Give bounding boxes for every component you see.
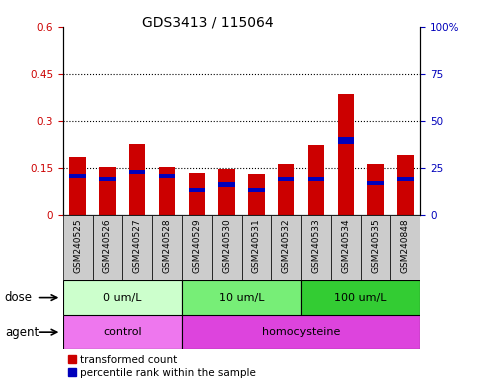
Bar xyxy=(308,146,324,215)
Text: GSM240528: GSM240528 xyxy=(163,218,171,273)
Text: homocysteine: homocysteine xyxy=(262,327,340,337)
FancyBboxPatch shape xyxy=(182,215,212,280)
Bar xyxy=(189,173,205,215)
Text: GSM240531: GSM240531 xyxy=(252,218,261,273)
FancyBboxPatch shape xyxy=(212,215,242,280)
Text: 0 um/L: 0 um/L xyxy=(103,293,142,303)
Text: GSM240527: GSM240527 xyxy=(133,218,142,273)
Text: agent: agent xyxy=(5,326,39,339)
Text: GSM240535: GSM240535 xyxy=(371,218,380,273)
Bar xyxy=(70,157,86,215)
Bar xyxy=(368,164,384,215)
Text: GSM240848: GSM240848 xyxy=(401,218,410,273)
FancyBboxPatch shape xyxy=(152,215,182,280)
Text: GSM240534: GSM240534 xyxy=(341,218,350,273)
Text: GSM240532: GSM240532 xyxy=(282,218,291,273)
Bar xyxy=(99,177,115,181)
Legend: transformed count, percentile rank within the sample: transformed count, percentile rank withi… xyxy=(68,355,256,378)
FancyBboxPatch shape xyxy=(182,280,301,315)
Bar xyxy=(218,182,235,187)
Bar xyxy=(159,167,175,215)
FancyBboxPatch shape xyxy=(63,215,93,280)
Bar xyxy=(278,164,294,215)
Bar xyxy=(397,177,413,181)
FancyBboxPatch shape xyxy=(361,215,390,280)
Bar xyxy=(338,94,354,215)
Bar xyxy=(189,188,205,192)
Text: control: control xyxy=(103,327,142,337)
Bar xyxy=(159,174,175,178)
Text: GSM240529: GSM240529 xyxy=(192,218,201,273)
FancyBboxPatch shape xyxy=(63,280,182,315)
Text: GSM240533: GSM240533 xyxy=(312,218,320,273)
Bar xyxy=(99,167,115,215)
FancyBboxPatch shape xyxy=(63,315,182,349)
Bar xyxy=(129,170,145,174)
Bar xyxy=(70,174,86,178)
FancyBboxPatch shape xyxy=(93,215,122,280)
Bar xyxy=(129,144,145,215)
Bar xyxy=(308,177,324,181)
Bar xyxy=(278,177,294,181)
Bar xyxy=(218,169,235,215)
Text: GSM240530: GSM240530 xyxy=(222,218,231,273)
Text: GSM240526: GSM240526 xyxy=(103,218,112,273)
Bar xyxy=(248,188,265,192)
FancyBboxPatch shape xyxy=(301,215,331,280)
FancyBboxPatch shape xyxy=(331,215,361,280)
FancyBboxPatch shape xyxy=(390,215,420,280)
FancyBboxPatch shape xyxy=(242,215,271,280)
Text: GSM240525: GSM240525 xyxy=(73,218,82,273)
Text: dose: dose xyxy=(5,291,33,304)
FancyBboxPatch shape xyxy=(271,215,301,280)
FancyBboxPatch shape xyxy=(122,215,152,280)
Bar xyxy=(397,155,413,215)
Text: 10 um/L: 10 um/L xyxy=(219,293,264,303)
Bar xyxy=(338,137,354,144)
Text: 100 um/L: 100 um/L xyxy=(334,293,387,303)
FancyBboxPatch shape xyxy=(301,280,420,315)
Bar xyxy=(248,174,265,215)
Bar xyxy=(368,181,384,185)
FancyBboxPatch shape xyxy=(182,315,420,349)
Text: GDS3413 / 115064: GDS3413 / 115064 xyxy=(142,15,273,29)
